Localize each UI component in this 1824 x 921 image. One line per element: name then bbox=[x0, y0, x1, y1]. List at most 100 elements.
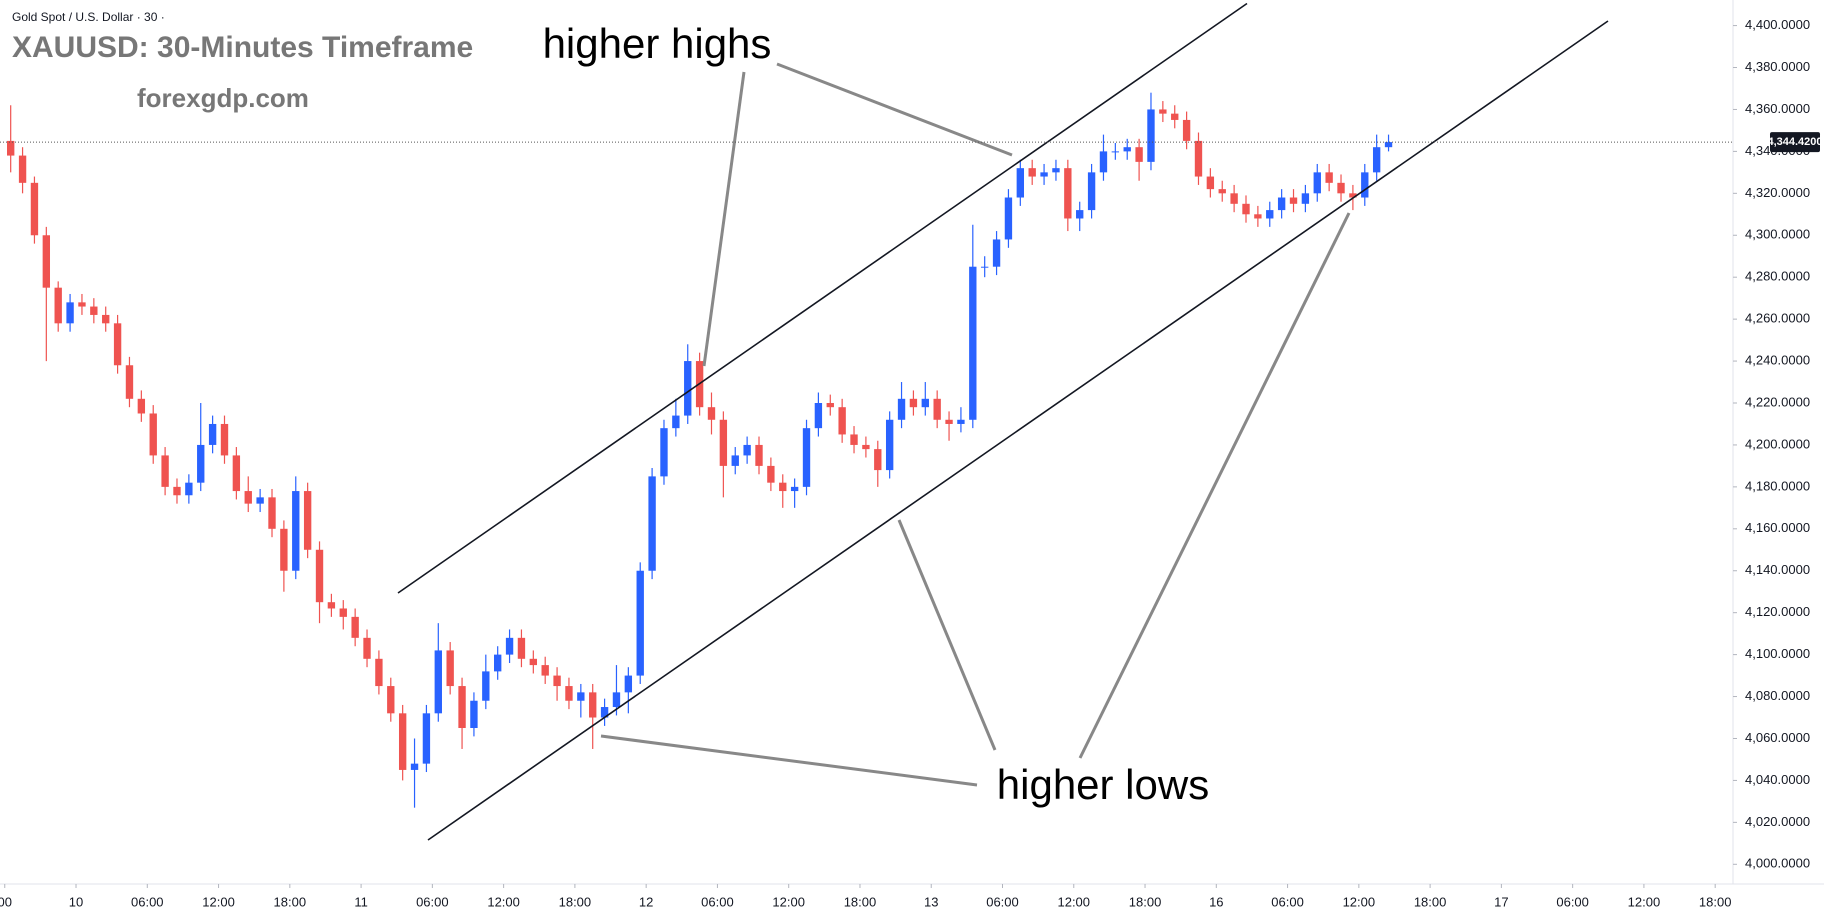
candle-body bbox=[375, 658, 383, 687]
candle-body bbox=[197, 444, 205, 483]
y-tick-label: 4,120.0000 bbox=[1745, 604, 1810, 619]
candle-body bbox=[577, 692, 585, 701]
candle-body bbox=[339, 608, 347, 617]
candle-body bbox=[1028, 168, 1036, 177]
candle-body bbox=[1194, 140, 1203, 177]
x-tick-label: 06:00 bbox=[1271, 894, 1304, 909]
candle-body bbox=[1301, 193, 1310, 204]
candle-body bbox=[66, 302, 74, 324]
y-tick-label: 4,300.0000 bbox=[1745, 227, 1810, 242]
candle-body bbox=[553, 675, 561, 687]
candle-body bbox=[1384, 142, 1393, 148]
candle-body bbox=[945, 419, 953, 424]
candle-body bbox=[600, 707, 609, 718]
x-tick-label: 12 bbox=[639, 894, 653, 909]
x-tick-label: 06:00 bbox=[1556, 894, 1589, 909]
candle-body bbox=[684, 361, 692, 416]
candle-body bbox=[992, 239, 1001, 267]
candle-body bbox=[909, 398, 918, 408]
candle-body bbox=[743, 444, 751, 456]
candle-body bbox=[303, 491, 312, 550]
x-tick-label: 12:00 bbox=[1343, 894, 1376, 909]
x-tick-label: 12:00 bbox=[1628, 894, 1661, 909]
candle-body bbox=[208, 423, 217, 445]
candle-body bbox=[565, 686, 573, 701]
candle-body bbox=[1242, 203, 1250, 215]
candle-body bbox=[327, 602, 336, 609]
candle-body bbox=[387, 686, 395, 714]
y-tick-label: 4,260.0000 bbox=[1745, 311, 1810, 326]
candle-body bbox=[482, 671, 490, 701]
x-tick-label: 00 bbox=[0, 894, 12, 909]
y-tick-label: 4,060.0000 bbox=[1745, 730, 1810, 745]
chart-title: XAUUSD: 30-Minutes Timeframe bbox=[12, 31, 473, 64]
candle-body bbox=[149, 413, 157, 456]
candle-body bbox=[1266, 210, 1274, 219]
candle-body bbox=[470, 700, 478, 728]
candle-body bbox=[161, 455, 169, 487]
candle-body bbox=[1206, 176, 1215, 190]
x-tick-label: 06:00 bbox=[986, 894, 1019, 909]
plot bbox=[7, 92, 1393, 808]
candle-body bbox=[612, 692, 621, 708]
x-tick-label: 12:00 bbox=[487, 894, 520, 909]
candle-body bbox=[897, 398, 906, 420]
candle-body bbox=[790, 486, 799, 492]
x-tick-label: 18:00 bbox=[1414, 894, 1447, 909]
candle-body bbox=[244, 491, 252, 504]
y-tick-label: 4,160.0000 bbox=[1745, 520, 1810, 535]
candle-body bbox=[256, 497, 264, 504]
candle-body bbox=[363, 637, 371, 659]
candle-body bbox=[826, 403, 834, 408]
x-tick-label: 12:00 bbox=[772, 894, 805, 909]
candle-body bbox=[292, 491, 300, 571]
annotation: higher lows bbox=[997, 761, 1209, 808]
y-tick-label: 4,200.0000 bbox=[1745, 436, 1810, 451]
candle-body bbox=[1052, 168, 1060, 173]
x-tick-label: 12:00 bbox=[1057, 894, 1090, 909]
candle-body bbox=[850, 434, 858, 445]
candle-body bbox=[410, 763, 419, 770]
candle-body bbox=[458, 686, 466, 728]
candle-body bbox=[280, 528, 288, 571]
candle-body bbox=[1372, 147, 1381, 173]
candle-body bbox=[268, 497, 276, 529]
candle-body bbox=[30, 182, 39, 236]
candle-body bbox=[719, 419, 728, 466]
pointer-line bbox=[897, 519, 997, 751]
candle-body bbox=[767, 465, 775, 483]
candle-body bbox=[802, 428, 811, 487]
y-tick-label: 4,140.0000 bbox=[1745, 562, 1810, 577]
candle-body bbox=[173, 486, 181, 496]
x-tick-label: 10 bbox=[69, 894, 83, 909]
candle-body bbox=[957, 419, 965, 424]
candle-body bbox=[874, 449, 882, 471]
x-tick-label: 06:00 bbox=[701, 894, 734, 909]
candle-body bbox=[1325, 172, 1333, 183]
candle-body bbox=[1182, 119, 1191, 141]
candle-body bbox=[1111, 151, 1120, 153]
x-tick-label: 06:00 bbox=[416, 894, 449, 909]
candle-body bbox=[18, 155, 27, 183]
candle-body bbox=[90, 306, 98, 315]
candle-body bbox=[1135, 147, 1143, 162]
candle-body bbox=[1277, 197, 1286, 211]
pointer-line bbox=[600, 734, 978, 787]
candle-body bbox=[981, 266, 989, 268]
candle-body bbox=[707, 407, 716, 420]
channel-upper-line bbox=[397, 2, 1248, 594]
candle-body bbox=[862, 444, 870, 450]
candle-body bbox=[814, 403, 823, 429]
pointer-line bbox=[702, 71, 746, 367]
y-tick-label: 4,080.0000 bbox=[1745, 688, 1810, 703]
candle-body bbox=[434, 650, 442, 714]
y-tick-label: 4,180.0000 bbox=[1745, 478, 1810, 493]
candle-body bbox=[1064, 168, 1072, 219]
candle-body bbox=[505, 637, 514, 655]
candle-body bbox=[1349, 193, 1357, 198]
x-tick-label: 18:00 bbox=[1129, 894, 1162, 909]
x-tick-label: 18:00 bbox=[844, 894, 877, 909]
